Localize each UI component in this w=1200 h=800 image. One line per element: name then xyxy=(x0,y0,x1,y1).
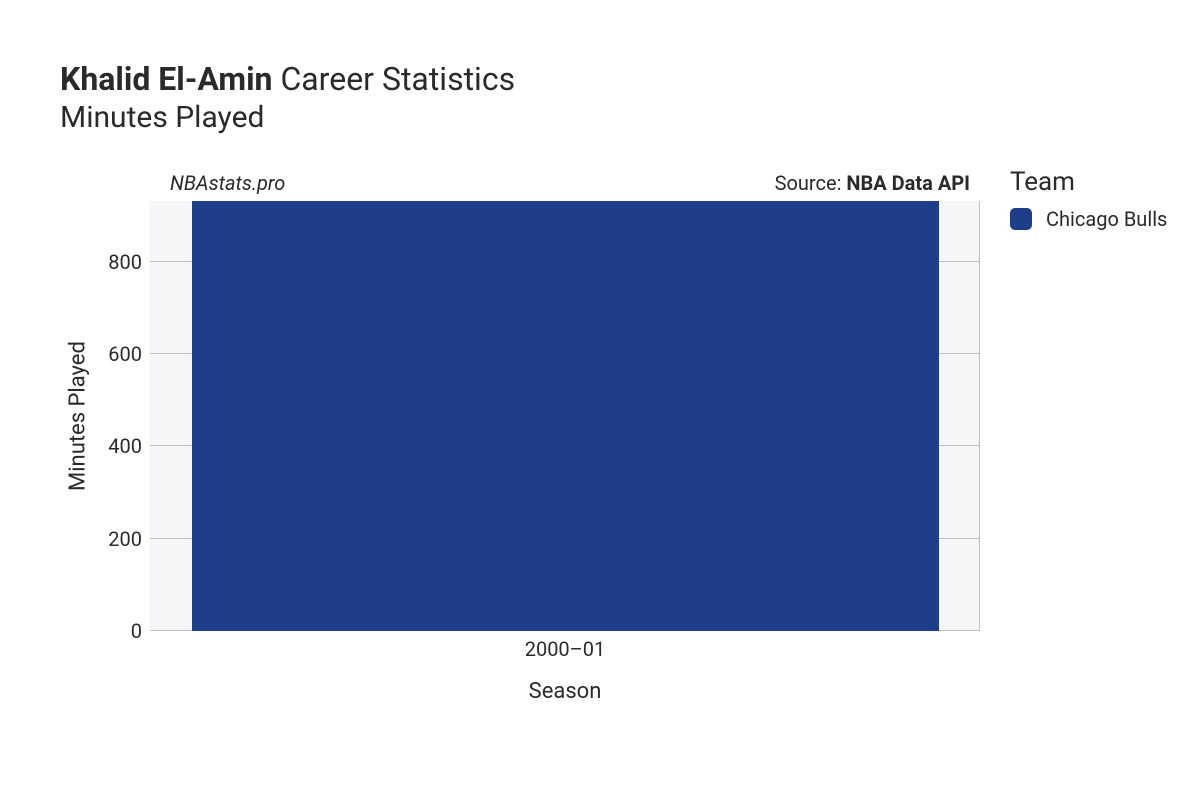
title-line-1: Khalid El-Amin Career Statistics xyxy=(60,60,1170,98)
legend-title: Team xyxy=(1010,167,1167,197)
x-tick-label: 2000–01 xyxy=(525,637,606,661)
plot-right-border xyxy=(979,201,980,631)
meta-row: NBAstats.pro Source: NBA Data API xyxy=(60,167,980,195)
legend-item: Chicago Bulls xyxy=(1010,207,1167,231)
legend: Team Chicago Bulls xyxy=(1010,167,1167,231)
y-axis-label: Minutes Played xyxy=(60,201,90,631)
meta-source-prefix: Source: xyxy=(775,171,847,195)
meta-site: NBAstats.pro xyxy=(170,171,285,195)
meta-source-name: NBA Data API xyxy=(846,171,970,195)
title-suffix: Career Statistics xyxy=(273,60,516,98)
y-tick-label: 400 xyxy=(108,434,142,458)
x-axis-ticks: 2000–01 xyxy=(150,631,980,661)
chart-row: NBAstats.pro Source: NBA Data API Minute… xyxy=(60,167,1170,704)
title-block: Khalid El-Amin Career Statistics Minutes… xyxy=(60,60,1170,137)
plot-wrap: Minutes Played 0200400600800 xyxy=(60,201,980,631)
y-axis-ticks: 0200400600800 xyxy=(90,201,150,631)
meta-source: Source: NBA Data API xyxy=(775,171,970,195)
x-axis-label: Season xyxy=(150,679,980,704)
legend-label: Chicago Bulls xyxy=(1046,207,1167,231)
player-name: Khalid El-Amin xyxy=(60,60,273,98)
y-tick-label: 200 xyxy=(108,527,142,551)
chart-block: NBAstats.pro Source: NBA Data API Minute… xyxy=(60,167,980,704)
title-subtitle: Minutes Played xyxy=(60,98,1170,137)
bar xyxy=(192,201,939,631)
legend-swatch xyxy=(1010,208,1032,230)
chart-container: Khalid El-Amin Career Statistics Minutes… xyxy=(0,0,1200,734)
plot-area xyxy=(150,201,980,631)
y-tick-label: 800 xyxy=(108,250,142,274)
legend-items: Chicago Bulls xyxy=(1010,207,1167,231)
y-tick-label: 0 xyxy=(131,619,142,643)
y-tick-label: 600 xyxy=(108,342,142,366)
